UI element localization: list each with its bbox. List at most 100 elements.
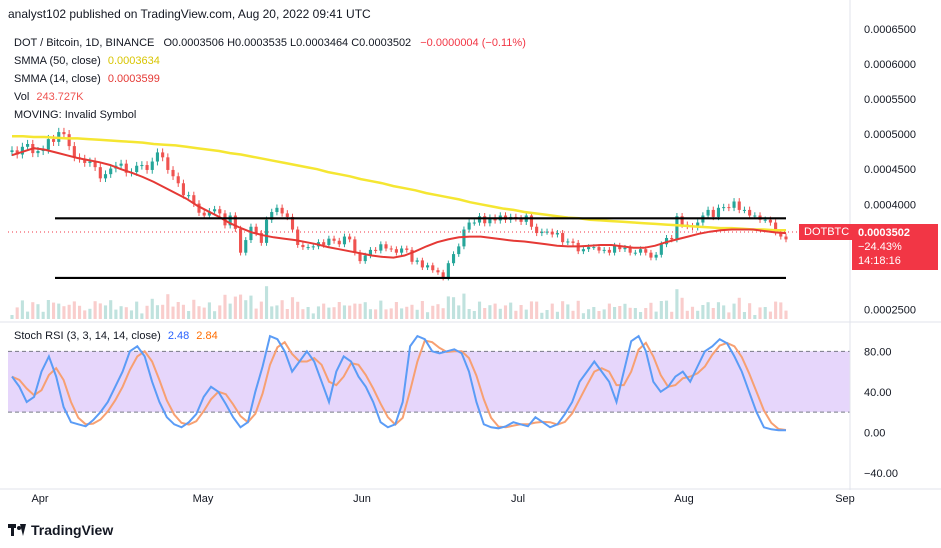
time-tick-label: Jun (353, 493, 371, 505)
volume-bar (498, 308, 502, 319)
candle-body (368, 249, 372, 256)
volume-bar (337, 302, 341, 319)
volume-bar (213, 311, 217, 319)
volume-bar (275, 305, 279, 319)
candle-body (670, 237, 674, 240)
candle-body (716, 207, 721, 217)
volume-bar (327, 307, 331, 319)
candle-body (254, 226, 258, 234)
candle-body (607, 249, 611, 253)
candle-body (753, 215, 757, 217)
candle-body (472, 222, 476, 224)
candle-body (519, 218, 523, 222)
candle-body (166, 157, 170, 170)
volume-bar (41, 311, 45, 319)
candle-body (213, 209, 217, 212)
volume-bar (228, 303, 232, 319)
volume-bar (207, 302, 211, 319)
candle-body (218, 209, 222, 214)
volume-bar (358, 303, 362, 319)
ohlc-values: O0.0003506 H0.0003535 L0.0003464 C0.0003… (163, 37, 412, 49)
candle-body (488, 217, 492, 224)
candle-body (10, 150, 14, 152)
candle-body (280, 207, 284, 214)
candle-body (264, 219, 269, 243)
volume-bar (374, 309, 378, 319)
candle-body (62, 132, 66, 135)
volume-bar (727, 312, 731, 319)
candle-body (187, 195, 191, 197)
volume-bar (264, 286, 269, 319)
candle-body (431, 265, 435, 271)
volume-bar (664, 300, 669, 319)
volume-bar (644, 308, 648, 319)
volume-bar (36, 304, 40, 319)
volume-bar (405, 306, 409, 319)
smma50-line (12, 135, 786, 232)
volume-bar (659, 301, 663, 319)
candle-body (296, 229, 300, 245)
price-tick-label: 0.0006000 (864, 59, 916, 71)
volume-bar (441, 308, 445, 319)
volume-bar (280, 300, 284, 319)
smma14-line (11, 147, 787, 259)
volume-bar (483, 308, 487, 319)
stoch-tick-label: −40.00 (864, 468, 898, 480)
candle-body (337, 240, 341, 245)
candle-body (732, 201, 736, 208)
volume-bar (706, 302, 710, 319)
tradingview-logo-icon (8, 524, 26, 536)
volume-bar (363, 302, 367, 319)
time-tick-label: Sep (835, 493, 855, 505)
candle-body (545, 231, 549, 233)
candle-body (415, 260, 419, 262)
candle-body (613, 245, 617, 253)
candle-body (384, 244, 388, 249)
candle-body (46, 139, 50, 150)
volume-bar (784, 310, 788, 319)
price-tick-label: 0.0005000 (864, 129, 916, 141)
candle-body (249, 226, 253, 241)
candle-body (322, 242, 326, 245)
volume-bar (93, 301, 97, 319)
candle-body (441, 272, 445, 278)
volume-bar (72, 301, 76, 319)
candle-body (93, 161, 97, 168)
stoch-k-value: 2.48 (167, 330, 190, 342)
candle-body (192, 195, 196, 204)
price-tick-label: 0.0004000 (864, 199, 916, 211)
candle-body (197, 203, 201, 213)
volume-bar (51, 302, 56, 319)
candle-body (176, 176, 180, 184)
volume-bar (197, 306, 201, 319)
volume-bar (301, 309, 305, 319)
tradingview-logo[interactable]: TradingView (8, 522, 113, 538)
volume-bar (737, 297, 741, 319)
volume-bar (311, 313, 315, 319)
candle-body (763, 219, 767, 221)
candle-body (83, 158, 87, 163)
candle-body (239, 228, 243, 253)
axes: 0.0006500 0.0006000 0.0005500 0.0005000 0.00… (0, 0, 941, 505)
time-tick-label: May (193, 493, 214, 505)
candle-body (171, 169, 175, 177)
volume-bar (410, 304, 414, 319)
candle-body (768, 219, 772, 223)
volume-bar (685, 310, 689, 319)
candle-body (592, 247, 596, 249)
volume-bar (135, 301, 139, 319)
volume-bar (389, 308, 393, 319)
volume-bar (270, 306, 274, 319)
volume-bar (555, 311, 559, 319)
candle-body (748, 209, 752, 216)
stoch-d-value: 2.84 (196, 330, 218, 342)
volume-bar (353, 303, 357, 319)
volume-bar (472, 311, 476, 319)
volume-bar (31, 302, 35, 319)
candle-body (244, 240, 248, 253)
volume-bar (654, 311, 658, 319)
candle-body (342, 236, 347, 245)
price-pane (8, 127, 850, 319)
volume-bar (561, 301, 565, 319)
